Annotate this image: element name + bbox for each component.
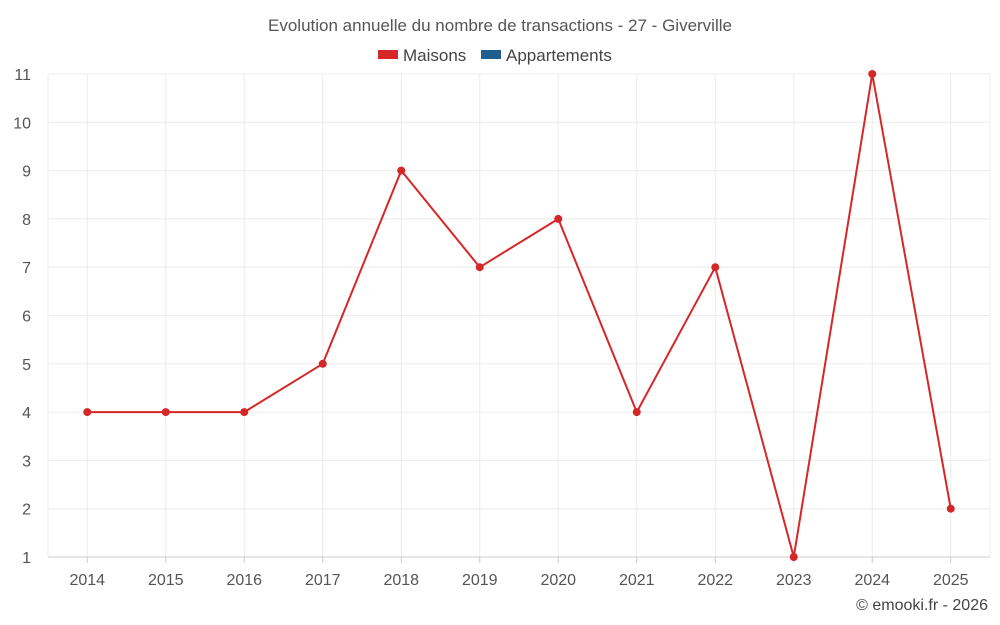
legend-item-appartements[interactable]: Appartements (481, 46, 612, 65)
legend-label-appartements: Appartements (506, 46, 612, 65)
x-tick-label: 2020 (540, 572, 576, 589)
data-point-maisons[interactable] (554, 214, 563, 223)
legend: Maisons Appartements (378, 46, 612, 65)
y-tick-label: 6 (22, 309, 31, 326)
x-tick-label: 2015 (148, 572, 184, 589)
grid (47, 73, 991, 558)
data-point-maisons[interactable] (240, 408, 249, 417)
data-point-maisons[interactable] (397, 166, 406, 175)
x-tick-label: 2016 (226, 572, 262, 589)
x-tick-label: 2022 (697, 572, 733, 589)
y-axis-ticks: 1 2 3 4 5 6 7 8 9 10 11 (13, 67, 31, 567)
axes (48, 556, 990, 563)
y-tick-label: 11 (14, 67, 31, 84)
data-point-maisons[interactable] (632, 408, 641, 417)
legend-swatch-appartements (481, 50, 501, 59)
data-point-maisons[interactable] (161, 408, 170, 417)
legend-swatch-maisons (378, 50, 398, 59)
legend-label-maisons: Maisons (403, 46, 466, 65)
series-line-maisons (87, 73, 952, 558)
y-tick-label: 4 (22, 405, 31, 422)
x-tick-label: 2023 (776, 572, 812, 589)
y-tick-label: 8 (22, 212, 31, 229)
credit-text: © emooki.fr - 2026 (856, 597, 988, 614)
y-tick-label: 10 (13, 115, 31, 132)
x-tick-label: 2024 (854, 572, 890, 589)
x-tick-label: 2017 (305, 572, 341, 589)
x-tick-label: 2025 (933, 572, 969, 589)
x-tick-label: 2021 (619, 572, 655, 589)
x-axis-ticks: 2014 2015 2016 2017 2018 2019 2020 2021 2022 2023… (69, 572, 968, 589)
series (83, 70, 955, 561)
y-tick-label: 7 (22, 260, 31, 277)
y-tick-label: 9 (22, 164, 31, 181)
data-point-maisons[interactable] (83, 408, 92, 417)
x-tick-label: 2014 (69, 572, 105, 589)
data-point-maisons[interactable] (789, 553, 798, 561)
chart-title: Evolution annuelle du nombre de transact… (268, 16, 732, 35)
data-point-maisons[interactable] (868, 70, 877, 78)
legend-item-maisons[interactable]: Maisons (378, 46, 466, 65)
y-tick-label: 3 (22, 453, 31, 470)
data-point-maisons[interactable] (711, 263, 720, 272)
x-tick-label: 2018 (383, 572, 419, 589)
data-point-maisons[interactable] (318, 359, 327, 368)
y-tick-label: 2 (22, 502, 31, 519)
y-tick-label: 1 (22, 550, 31, 567)
x-tick-label: 2019 (462, 572, 498, 589)
y-tick-label: 5 (22, 357, 31, 374)
data-point-maisons[interactable] (946, 504, 955, 513)
data-point-maisons[interactable] (475, 263, 484, 272)
